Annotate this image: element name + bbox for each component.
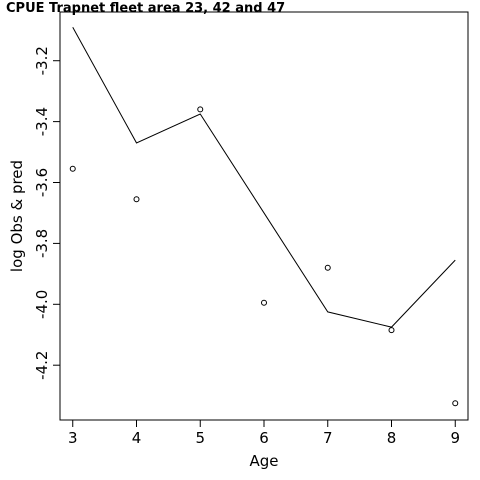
observed-point — [324, 264, 331, 271]
y-axis-label: log Obs & pred — [8, 160, 26, 272]
predicted-line — [72, 26, 456, 328]
x-axis-label: Age — [249, 452, 278, 470]
x-tick-label: 3 — [68, 429, 78, 447]
x-tick-label: 8 — [387, 429, 397, 447]
observed-point — [452, 400, 459, 407]
x-tick-label: 6 — [259, 429, 269, 447]
y-tick-label: -4.2 — [33, 351, 51, 380]
y-tick-label: -4.0 — [33, 290, 51, 319]
x-axis: 3 4 5 6 7 8 9 — [68, 419, 460, 447]
observed-point — [133, 196, 140, 203]
series-layer — [69, 26, 459, 407]
y-tick-label: -3.6 — [33, 168, 51, 197]
observed-point — [261, 299, 267, 306]
plot-frame — [59, 11, 469, 421]
observed-point — [197, 106, 204, 113]
x-tick-label: 9 — [450, 429, 460, 447]
y-axis: -3.2 -3.4 -3.6 -3.8 -4.0 -4.2 — [33, 46, 61, 380]
x-tick-label: 7 — [323, 429, 333, 447]
y-tick-label: -3.4 — [33, 107, 51, 136]
x-tick-label: 5 — [195, 429, 205, 447]
observed-point — [388, 327, 395, 334]
y-tick-label: -3.8 — [33, 229, 51, 258]
y-tick-label: -3.2 — [33, 46, 51, 75]
chart-title: CPUE Trapnet fleet area 23, 42 and 47 — [6, 1, 285, 16]
observed-point — [69, 165, 76, 172]
x-tick-label: 4 — [132, 429, 142, 447]
